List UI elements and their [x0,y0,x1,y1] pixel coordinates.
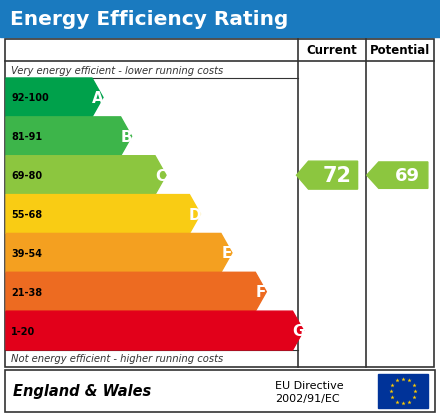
Text: 92-100: 92-100 [11,93,49,103]
Text: F: F [256,285,266,299]
Polygon shape [367,163,428,189]
Text: 2002/91/EC: 2002/91/EC [275,393,340,403]
Text: EU Directive: EU Directive [275,380,344,390]
Text: 72: 72 [323,166,352,186]
Bar [378,374,428,408]
Text: 55-68: 55-68 [11,209,42,219]
Text: D: D [189,207,201,222]
Text: 69: 69 [395,167,420,185]
Text: 1-20: 1-20 [11,326,35,336]
Text: E: E [221,246,231,261]
Text: C: C [155,168,166,183]
Polygon shape [6,79,103,118]
Text: A: A [92,91,103,106]
Polygon shape [6,157,166,195]
Polygon shape [6,195,200,234]
Text: 39-54: 39-54 [11,248,42,258]
Text: 69-80: 69-80 [11,171,42,181]
Polygon shape [6,234,232,273]
Text: Energy Efficiency Rating: Energy Efficiency Rating [10,9,288,28]
Polygon shape [6,311,304,350]
Bar [5,370,435,412]
Text: 21-38: 21-38 [11,287,42,297]
Text: England & Wales: England & Wales [13,384,151,399]
Bar [5,40,434,367]
Polygon shape [6,118,132,157]
Polygon shape [6,273,266,311]
Text: Not energy efficient - higher running costs: Not energy efficient - higher running co… [11,354,223,363]
Text: B: B [120,129,132,145]
Bar [0,0,440,38]
Text: 81-91: 81-91 [11,132,42,142]
Text: Potential: Potential [370,44,430,57]
Polygon shape [297,162,358,190]
Text: G: G [292,323,304,338]
Text: Very energy efficient - lower running costs: Very energy efficient - lower running co… [11,65,223,75]
Text: Current: Current [306,44,357,57]
